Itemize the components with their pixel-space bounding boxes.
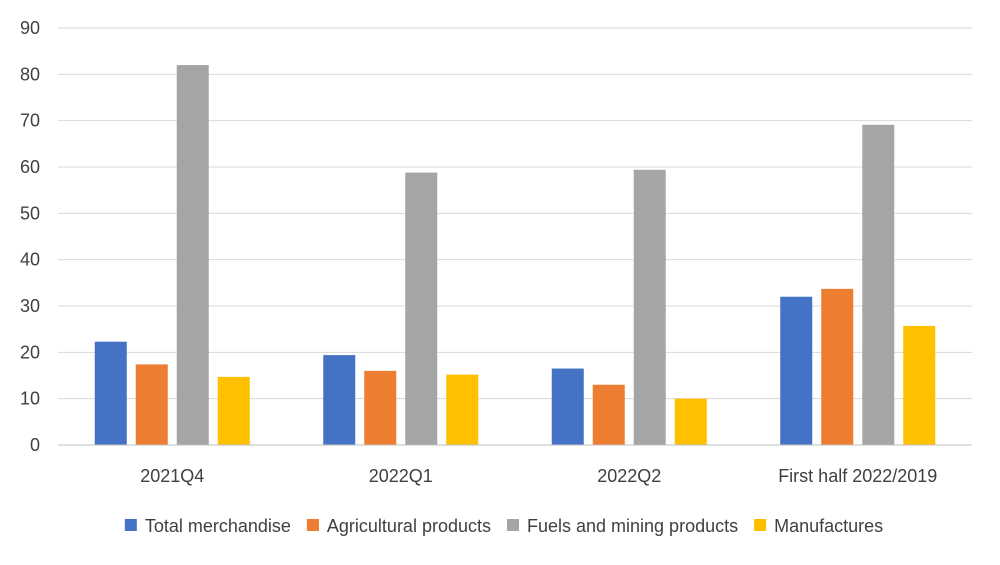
y-tick-label: 70 (20, 111, 40, 131)
x-category-label: First half 2022/2019 (778, 466, 937, 486)
y-axis-ticks: 0 10 20 30 40 50 60 70 80 90 (20, 18, 40, 455)
legend-label: Agricultural products (327, 516, 491, 536)
bar (592, 384, 625, 445)
legend-swatch (124, 519, 137, 531)
bar (862, 124, 895, 445)
bar (135, 364, 168, 445)
bar (674, 398, 707, 445)
gridlines (58, 27, 972, 400)
legend-swatch (306, 519, 319, 531)
bar (821, 288, 854, 445)
x-axis-labels: 2021Q4 2022Q1 2022Q2 First half 2022/2019 (140, 466, 937, 486)
y-tick-label: 30 (20, 296, 40, 316)
legend-label: Fuels and mining products (527, 516, 738, 536)
bar (217, 376, 250, 445)
bar (176, 65, 209, 446)
bar (405, 172, 438, 445)
legend-label: Total merchandise (145, 516, 291, 536)
legend-label: Manufactures (774, 516, 883, 536)
y-tick-label: 50 (20, 203, 40, 223)
legend-item: Total merchandise (124, 516, 291, 536)
bar (94, 341, 127, 445)
legend-swatch (754, 519, 767, 531)
bar (780, 296, 813, 445)
legend-swatch (506, 519, 519, 531)
y-tick-label: 10 (20, 389, 40, 409)
legend-item: Agricultural products (306, 516, 491, 536)
x-category-label: 2022Q1 (369, 466, 433, 486)
bar (633, 169, 666, 445)
bar (903, 325, 936, 445)
bar (551, 368, 584, 445)
y-tick-label: 0 (30, 435, 40, 455)
x-category-label: 2021Q4 (140, 466, 204, 486)
legend-item: Fuels and mining products (506, 516, 738, 536)
y-tick-label: 80 (20, 64, 40, 84)
y-tick-label: 20 (20, 342, 40, 362)
legend: Total merchandise Agricultural products Fu… (124, 516, 883, 536)
bar (364, 370, 397, 445)
bar (323, 355, 356, 445)
bars (94, 65, 936, 446)
y-tick-label: 60 (20, 157, 40, 177)
y-tick-label: 90 (20, 18, 40, 38)
x-category-label: 2022Q2 (597, 466, 661, 486)
bar (446, 374, 479, 445)
y-tick-label: 40 (20, 250, 40, 270)
legend-item: Manufactures (754, 516, 883, 536)
